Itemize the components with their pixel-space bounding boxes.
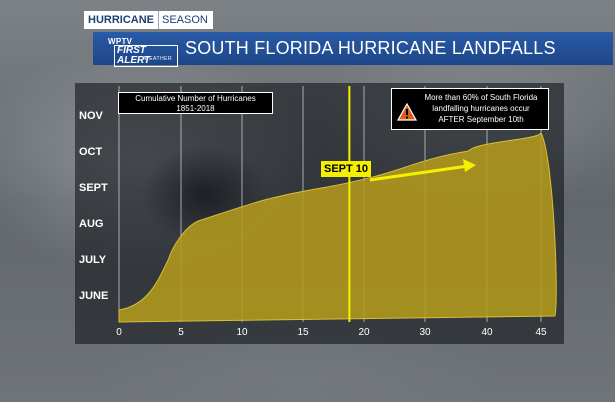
chart-subtitle: 1851-2018 <box>176 104 215 113</box>
section-tag: HURRICANE SEASON <box>84 11 213 29</box>
x-tick-label: 40 <box>481 327 493 338</box>
chart-title-box: Cumulative Number of Hurricanes 1851-201… <box>118 92 273 114</box>
tag-secondary: SEASON <box>158 11 213 29</box>
logo-line-3: WEATHER <box>144 56 173 62</box>
x-tick-label: 5 <box>178 327 184 338</box>
x-tick-label: 0 <box>116 327 122 338</box>
marker-layer <box>348 86 476 322</box>
y-tick-labels: JUNE JULY AUG SEPT OCT NOV <box>79 110 108 302</box>
annotation-line-1: More than 60% of South Florida <box>424 93 538 102</box>
annotation-box: More than 60% of South Florida landfalli… <box>391 88 549 130</box>
trend-arrow-shaft <box>369 164 469 182</box>
x-tick-label: 15 <box>297 327 309 338</box>
warning-icon <box>397 103 417 121</box>
y-tick-label: JULY <box>79 254 107 266</box>
x-tick-label: 20 <box>358 327 370 338</box>
y-tick-label: JUNE <box>79 290 108 302</box>
logo-line-2: FIRST ALERT <box>114 45 178 67</box>
logo-line-1: WPTV <box>108 37 133 46</box>
station-logo: WPTV FIRST ALERT WEATHER <box>108 36 178 67</box>
x-tick-label: 45 <box>535 327 547 338</box>
y-tick-label: NOV <box>79 110 104 122</box>
annotation-line-2: landfalling hurricanes occur <box>432 104 530 113</box>
annotation-line-3: AFTER September 10th <box>438 115 524 124</box>
chart-title: Cumulative Number of Hurricanes <box>135 94 256 103</box>
y-tick-label: SEPT <box>79 182 108 194</box>
x-tick-label: 10 <box>236 327 248 338</box>
x-tick-label: 30 <box>419 327 431 338</box>
series-area <box>118 131 557 323</box>
chart-area-layer <box>118 131 557 323</box>
tag-primary: HURRICANE <box>84 11 158 29</box>
trend-arrow-head <box>463 159 476 172</box>
y-tick-label: AUG <box>79 218 103 230</box>
marker-label: SEPT 10 <box>321 161 372 177</box>
x-tick-labels: 0 5 10 15 20 30 40 45 <box>116 327 547 338</box>
page-title: SOUTH FLORIDA HURRICANE LANDFALLS <box>185 38 556 58</box>
title-banner <box>93 32 613 65</box>
annotation-text: More than 60% of South Florida landfalli… <box>414 92 548 125</box>
y-tick-label: OCT <box>79 146 103 158</box>
